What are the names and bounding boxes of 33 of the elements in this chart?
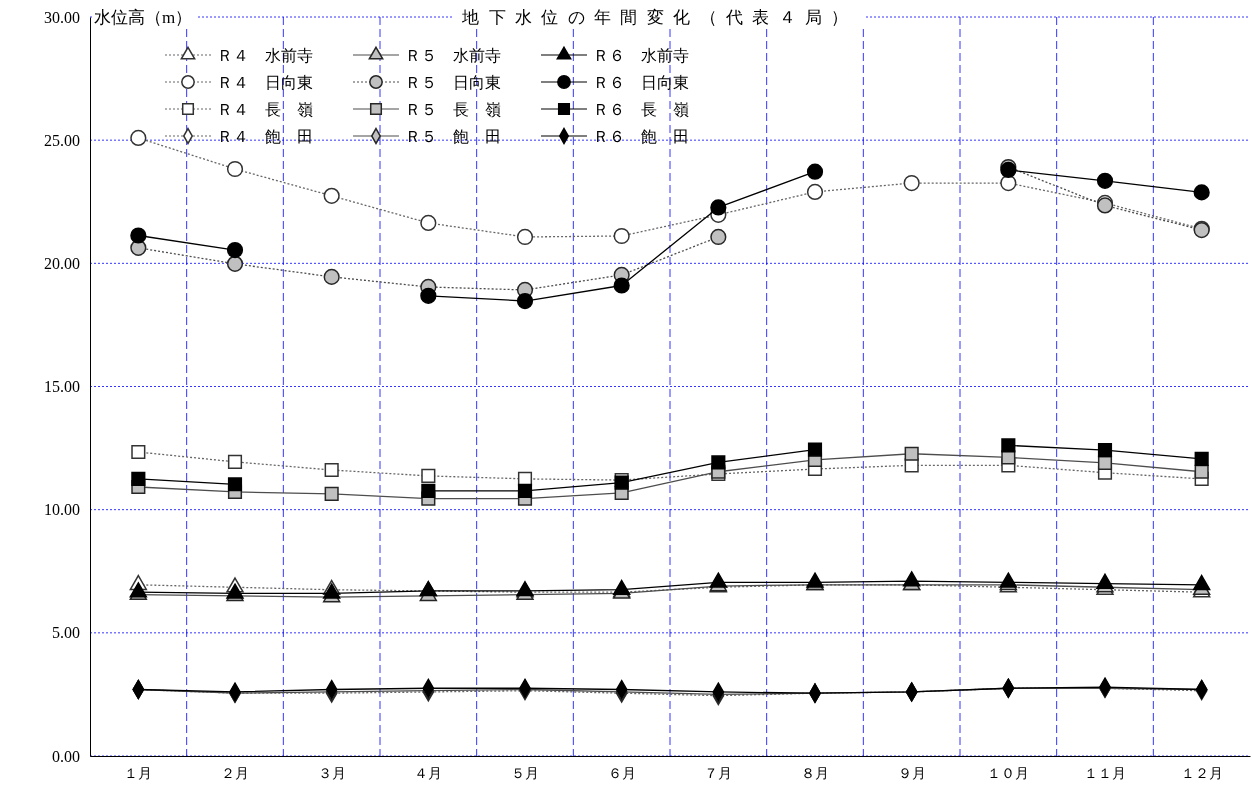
legend-label: Ｒ５ 飽 田 [405, 128, 501, 145]
y-axis-title: 水位高（m） [94, 8, 193, 27]
chart-title: 地下水位の年間変化（代表４局） [461, 8, 858, 27]
legend-label: Ｒ４ 長 嶺 [217, 101, 313, 118]
x-tick-label: ５月 [511, 765, 539, 781]
x-tick-label: ４月 [414, 765, 443, 781]
x-tick-label: １月 [124, 765, 153, 781]
x-tick-label: ６月 [607, 765, 636, 781]
y-tick-label: 20.00 [44, 254, 80, 272]
x-tick-label: ９月 [897, 765, 926, 781]
x-tick-label: １１月 [1084, 765, 1126, 781]
x-tick-label: ７月 [704, 765, 733, 781]
y-tick-label: 30.00 [44, 8, 80, 26]
y-tick-label: 25.00 [44, 131, 80, 149]
legend-label: Ｒ５ 日向東 [405, 74, 501, 91]
y-tick-label: 15.00 [44, 378, 80, 396]
legend-label: Ｒ４ 水前寺 [217, 47, 313, 64]
y-tick-label: 0.00 [52, 747, 80, 765]
legend-label: Ｒ６ 飽 田 [593, 128, 689, 145]
legend-label: Ｒ４ 日向東 [217, 74, 313, 91]
x-tick-label: １２月 [1180, 765, 1223, 781]
legend-label: Ｒ５ 長 嶺 [405, 101, 501, 118]
legend-label: Ｒ４ 飽 田 [217, 128, 313, 145]
x-tick-label: ２月 [221, 765, 249, 781]
x-tick-label: ８月 [801, 765, 829, 781]
x-tick-label: ３月 [317, 765, 346, 781]
legend-label: Ｒ６ 日向東 [593, 74, 689, 91]
legend-label: Ｒ６ 長 嶺 [593, 101, 689, 118]
x-tick-label: １０月 [987, 765, 1030, 781]
legend-label: Ｒ６ 水前寺 [593, 47, 689, 64]
legend-label: Ｒ５ 水前寺 [405, 47, 501, 64]
y-tick-label: 10.00 [44, 501, 80, 519]
y-tick-label: 5.00 [52, 624, 80, 642]
